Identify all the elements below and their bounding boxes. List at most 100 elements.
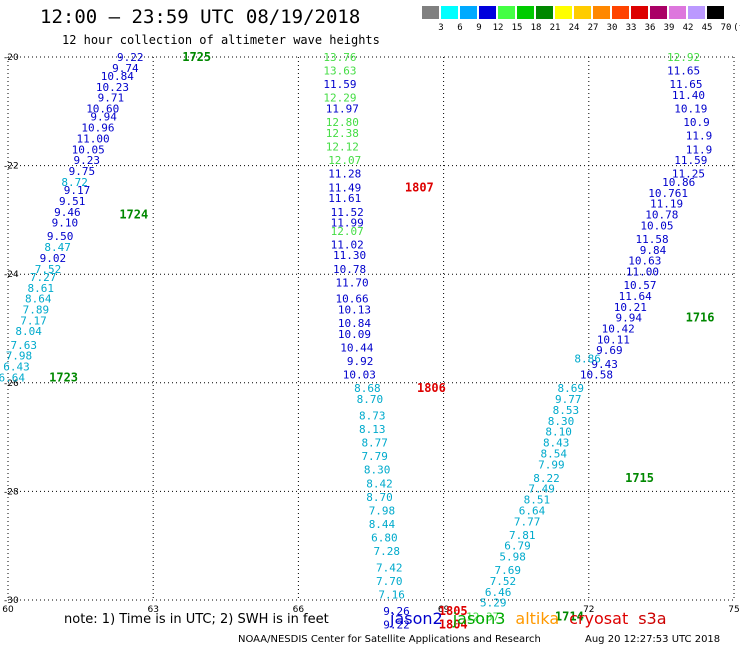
swh-value-label: 8.43 bbox=[543, 437, 570, 450]
swh-value-label: 9.17 bbox=[64, 184, 91, 197]
swh-value-label: 10.42 bbox=[602, 323, 635, 336]
swh-value-label: 10.57 bbox=[623, 279, 656, 292]
legend-item: jason3 bbox=[452, 609, 506, 628]
swh-value-label: 8.72 bbox=[61, 176, 88, 189]
x-tick-label: 72 bbox=[583, 605, 594, 615]
color-scale-label: 3 bbox=[438, 23, 444, 33]
pass-time-label: 1725 bbox=[182, 50, 211, 64]
swh-value-label: 8.53 bbox=[553, 404, 580, 417]
color-scale-label: 70 bbox=[720, 23, 732, 33]
swh-value-label: 7.69 bbox=[495, 564, 522, 577]
swh-value-label: 12.38 bbox=[326, 127, 359, 140]
swh-value-label: 11.97 bbox=[326, 103, 359, 116]
swh-value-label: 12.07 bbox=[328, 154, 361, 167]
swh-value-label: 11.19 bbox=[650, 198, 683, 211]
swh-value-label: 8.13 bbox=[359, 423, 386, 436]
legend-item: cryosat bbox=[569, 609, 629, 628]
swh-value-label: 10.78 bbox=[333, 263, 366, 276]
swh-value-label: 7.49 bbox=[528, 483, 555, 496]
swh-value-label: 13.76 bbox=[323, 51, 356, 64]
swh-value-label: 11.40 bbox=[672, 89, 705, 102]
x-tick-label: 69 bbox=[438, 605, 450, 615]
swh-value-label: 8.54 bbox=[541, 447, 568, 460]
swh-value-label: 7.98 bbox=[6, 350, 33, 363]
swh-value-label: 9.77 bbox=[555, 393, 582, 406]
swh-value-label: 8.70 bbox=[357, 393, 384, 406]
color-swatch bbox=[707, 6, 724, 19]
swh-value-label: 10.78 bbox=[645, 208, 678, 221]
swh-value-label: 8.47 bbox=[44, 241, 71, 254]
swh-value-label: 11.59 bbox=[323, 78, 356, 91]
swh-value-label: 9.71 bbox=[98, 92, 125, 105]
color-scale-label: 39 bbox=[663, 23, 675, 33]
swh-value-label: 10.9 bbox=[683, 116, 710, 129]
swh-value-label: 10.58 bbox=[580, 369, 613, 382]
swh-value-label: 6.64 bbox=[0, 371, 25, 384]
swh-value-label: 8.61 bbox=[27, 282, 54, 295]
x-tick-label: 63 bbox=[147, 605, 158, 615]
color-scale-unit: (ft) bbox=[733, 23, 740, 33]
color-scale-label: 24 bbox=[568, 23, 580, 33]
color-swatch bbox=[517, 6, 534, 19]
color-scale-label: 12 bbox=[492, 23, 504, 33]
pass-time-label: 1724 bbox=[119, 207, 148, 221]
swh-value-label: 9.69 bbox=[596, 344, 623, 357]
swh-value-label: 11.65 bbox=[667, 65, 700, 78]
swh-value-label: 7.42 bbox=[376, 561, 403, 574]
pass-time-label: 1805 bbox=[439, 604, 468, 618]
pass-time-label: 1806 bbox=[417, 381, 446, 395]
swh-value-label: 11.52 bbox=[331, 206, 364, 219]
legend-item: altika bbox=[515, 609, 560, 628]
y-tick-label: -30 bbox=[4, 596, 19, 606]
swh-value-label: 5.29 bbox=[480, 597, 507, 610]
swh-value-label: 7.16 bbox=[378, 589, 405, 602]
swh-value-label: 8.42 bbox=[366, 477, 393, 490]
swh-value-label: 6.79 bbox=[504, 540, 531, 553]
swh-value-label: 7.28 bbox=[374, 545, 401, 558]
swh-value-label: 10.21 bbox=[614, 301, 647, 314]
footer-credit: NOAA/NESDIS Center for Satellite Applica… bbox=[238, 634, 541, 645]
swh-value-label: 9.94 bbox=[616, 312, 643, 325]
satellite-legend: jason2 jason3 altika cryosat s3a bbox=[390, 609, 677, 628]
color-scale-label: 18 bbox=[530, 23, 542, 33]
y-tick-label: -22 bbox=[4, 162, 19, 172]
swh-value-label: 8.69 bbox=[557, 382, 584, 395]
swh-value-label: 11.64 bbox=[619, 290, 652, 303]
x-tick-label: 75 bbox=[728, 605, 739, 615]
color-swatch bbox=[612, 6, 629, 19]
swh-value-label: 9.51 bbox=[59, 195, 86, 208]
swh-value-label: 7.52 bbox=[35, 263, 62, 276]
pass-time-label: 1714 bbox=[555, 609, 584, 623]
swh-value-label: 12.80 bbox=[326, 116, 359, 129]
swh-value-label: 10.84 bbox=[338, 317, 371, 330]
swh-value-label: 10.44 bbox=[340, 342, 373, 355]
swh-value-label: 9.75 bbox=[69, 165, 96, 178]
y-tick-label: -28 bbox=[4, 487, 19, 497]
swh-value-label: 10.66 bbox=[335, 293, 368, 306]
swh-value-label: 10.63 bbox=[628, 255, 661, 268]
swh-value-label: 11.70 bbox=[335, 276, 368, 289]
color-swatch bbox=[574, 6, 591, 19]
color-swatch bbox=[441, 6, 458, 19]
swh-value-label: 9.92 bbox=[347, 355, 374, 368]
color-swatch bbox=[593, 6, 610, 19]
swh-value-label: 5.98 bbox=[499, 551, 526, 564]
swh-value-label: 9.22 bbox=[383, 618, 410, 631]
chart-note: note: 1) Time is in UTC; 2) SWH is in fe… bbox=[64, 612, 329, 627]
swh-value-label: 6.46 bbox=[485, 586, 512, 599]
swh-value-label: 6.64 bbox=[519, 504, 546, 517]
pass-time-label: 1716 bbox=[686, 311, 715, 325]
swh-value-label: 12.37 bbox=[466, 610, 499, 623]
swh-value-label: 11.02 bbox=[331, 238, 364, 251]
swh-value-label: 11.65 bbox=[669, 78, 702, 91]
swh-value-label: 8.68 bbox=[354, 382, 381, 395]
swh-value-label: 10.761 bbox=[648, 187, 688, 200]
swh-value-label: 7.79 bbox=[361, 450, 388, 463]
swh-value-label: 8.51 bbox=[524, 494, 551, 507]
color-swatch bbox=[669, 6, 686, 19]
pass-time-label: 1715 bbox=[625, 471, 654, 485]
swh-value-label: 11.00 bbox=[626, 265, 659, 278]
pass-time-label: 1723 bbox=[49, 370, 78, 384]
swh-value-label: 13.63 bbox=[323, 65, 356, 78]
